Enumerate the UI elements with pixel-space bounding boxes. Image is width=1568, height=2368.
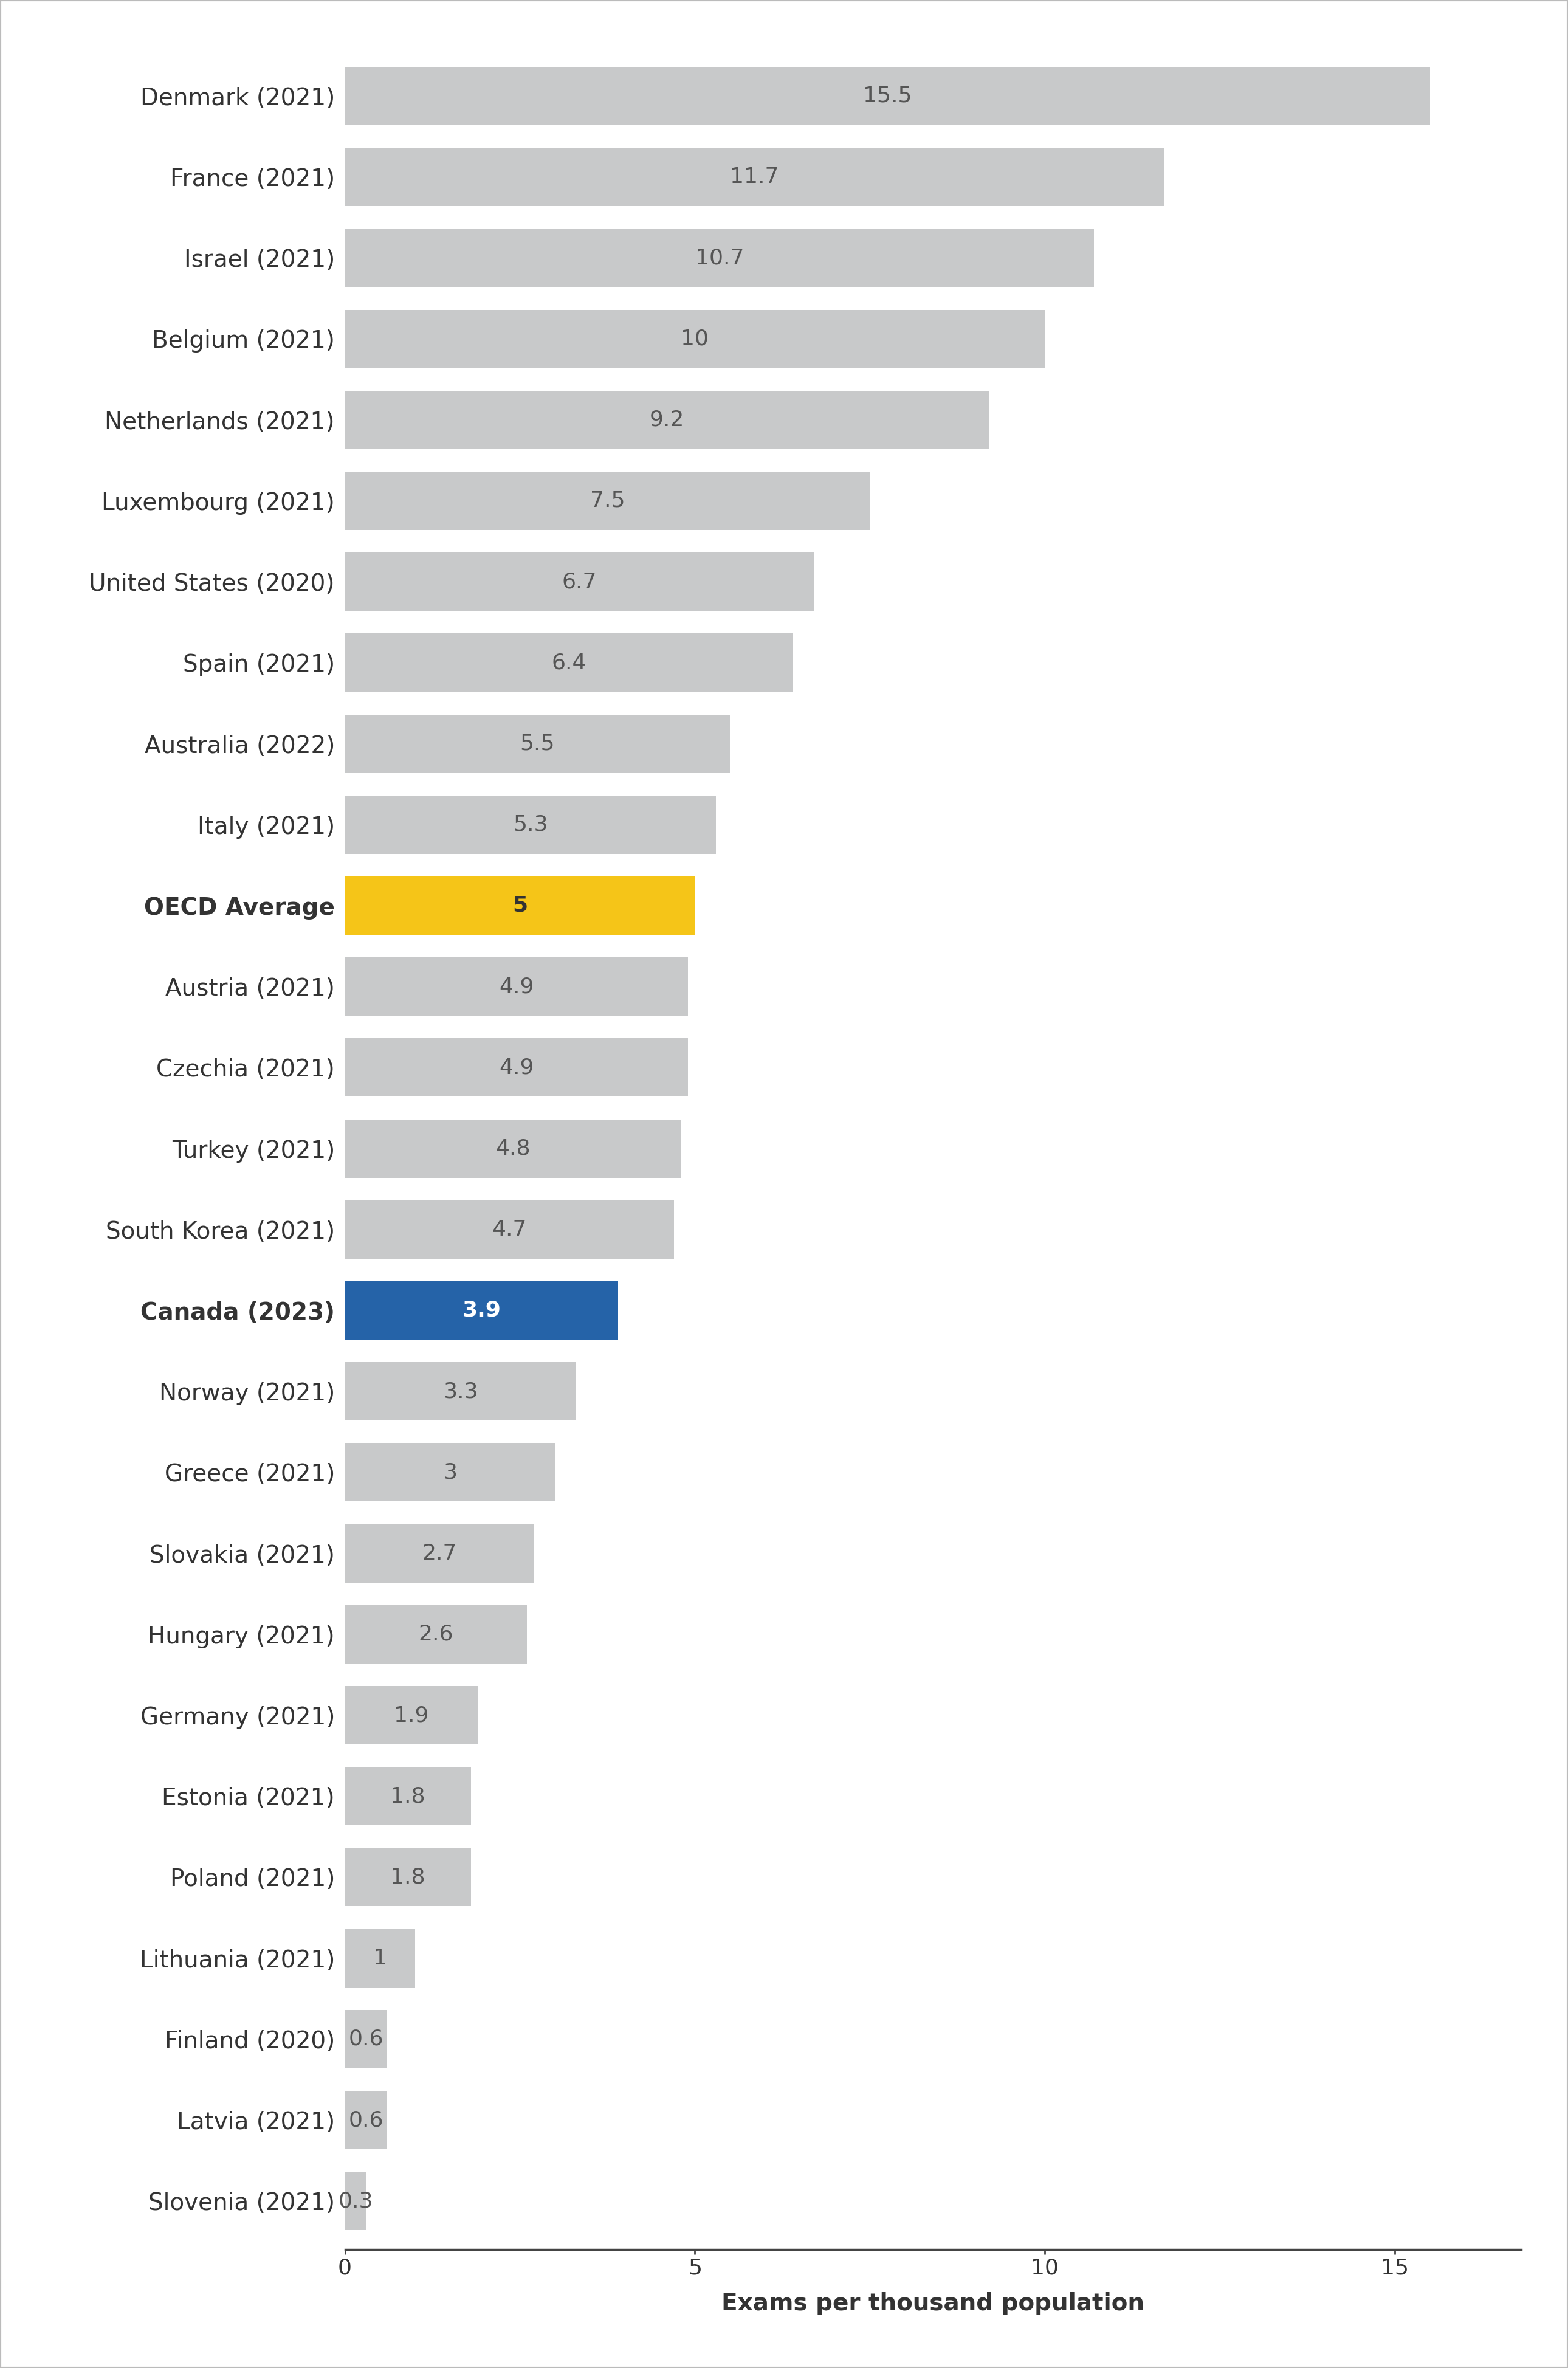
Text: 1.8: 1.8 [390,1866,425,1887]
Text: 0.6: 0.6 [348,2029,384,2048]
Text: 6.4: 6.4 [552,651,586,673]
Bar [345,2171,365,2231]
Bar [345,635,793,691]
Bar [345,715,731,772]
Text: 5.3: 5.3 [513,815,547,836]
Text: 3.3: 3.3 [444,1381,478,1402]
Bar [345,796,717,855]
Text: 10: 10 [681,329,709,348]
Text: 1.8: 1.8 [390,1785,425,1807]
Bar [345,230,1094,287]
Bar [345,1442,555,1501]
Text: 1.9: 1.9 [394,1705,430,1726]
Bar [345,1525,535,1582]
Bar [345,957,688,1016]
Text: 0.3: 0.3 [339,2190,373,2212]
Text: 6.7: 6.7 [561,571,597,592]
Text: 2.6: 2.6 [419,1624,453,1646]
Text: 15.5: 15.5 [862,85,913,107]
X-axis label: Exams per thousand population: Exams per thousand population [721,2292,1145,2316]
Bar [345,1767,470,1826]
Text: 4.8: 4.8 [495,1139,530,1158]
Text: 3: 3 [444,1461,456,1482]
Bar [345,1930,416,1987]
Bar [345,1606,527,1662]
Bar [345,2091,387,2150]
Bar [345,2010,387,2067]
Bar [345,1201,674,1260]
Bar [345,310,1044,367]
Bar [345,1362,575,1421]
Bar [345,1281,618,1340]
Text: 10.7: 10.7 [695,249,743,268]
Text: 3.9: 3.9 [463,1300,500,1321]
Text: 5: 5 [513,895,527,916]
Bar [345,1847,470,1906]
Bar [345,147,1163,206]
Bar [345,1037,688,1096]
Bar [345,66,1430,126]
Bar [345,1686,478,1745]
Bar [345,552,814,611]
Text: 11.7: 11.7 [731,166,779,187]
Bar [345,471,870,530]
Bar [345,876,695,935]
Text: 7.5: 7.5 [590,490,626,511]
Text: 4.7: 4.7 [492,1220,527,1241]
Text: 9.2: 9.2 [649,410,684,431]
Bar [345,1120,681,1177]
Text: 2.7: 2.7 [422,1544,456,1563]
Text: 0.6: 0.6 [348,2110,384,2131]
Text: 1: 1 [373,1949,387,1968]
Text: 5.5: 5.5 [521,734,555,753]
Bar [345,391,989,450]
Text: 4.9: 4.9 [499,976,533,997]
Text: 4.9: 4.9 [499,1056,533,1077]
